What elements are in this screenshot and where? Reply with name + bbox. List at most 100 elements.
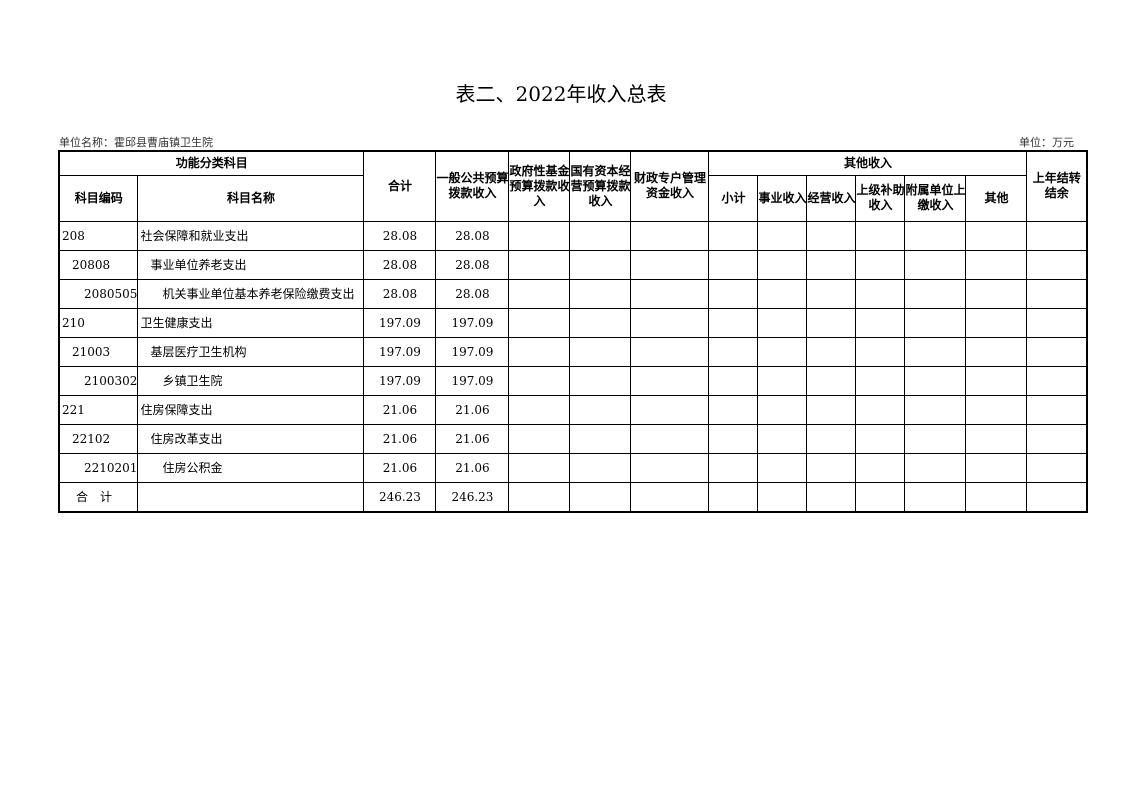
total-cell: 28.08: [363, 220, 437, 251]
empty-cell: [508, 423, 571, 454]
table-row: 221 住房保障支出 21.06 21.06: [58, 394, 1088, 425]
code-cell: 20808: [58, 249, 139, 280]
code-cell: 2080505: [58, 278, 139, 309]
header-affiliated: 附属单位上缴收入: [904, 174, 967, 222]
header-others: 其他: [965, 174, 1028, 222]
code-cell: 208: [58, 220, 139, 251]
empty-cell: [508, 220, 571, 251]
empty-cell: [137, 481, 365, 512]
header-name: 科目名称: [137, 174, 365, 222]
empty-cell: [806, 481, 857, 512]
empty-cell: [1026, 307, 1088, 338]
table-row: 210 卫生健康支出 197.09 197.09: [58, 307, 1088, 338]
sum-row: 合 计 246.23 246.23: [58, 481, 1088, 512]
header-operating: 经营收入: [806, 174, 857, 222]
empty-cell: [630, 220, 710, 251]
empty-cell: [855, 452, 906, 483]
empty-cell: [757, 365, 808, 396]
general-cell: 197.09: [435, 365, 510, 396]
empty-cell: [1026, 220, 1088, 251]
empty-cell: [1026, 481, 1088, 512]
total-cell: 197.09: [363, 307, 437, 338]
code-cell: 210: [58, 307, 139, 338]
total-cell: 197.09: [363, 365, 437, 396]
empty-cell: [904, 249, 967, 280]
empty-cell: [569, 365, 632, 396]
empty-cell: [904, 452, 967, 483]
header-superior: 上级补助收入: [855, 174, 906, 222]
general-cell: 197.09: [435, 336, 510, 367]
table-row: 22102 住房改革支出 21.06 21.06: [58, 423, 1088, 454]
empty-cell: [508, 481, 571, 512]
empty-cell: [965, 394, 1028, 425]
name-cell: 乡镇卫生院: [137, 365, 365, 396]
empty-cell: [965, 481, 1028, 512]
empty-cell: [904, 365, 967, 396]
empty-cell: [904, 278, 967, 309]
empty-cell: [708, 220, 759, 251]
empty-cell: [569, 481, 632, 512]
general-cell: 28.08: [435, 220, 510, 251]
sum-label: 合 计: [58, 481, 139, 512]
empty-cell: [965, 336, 1028, 367]
empty-cell: [806, 423, 857, 454]
empty-cell: [965, 278, 1028, 309]
total-cell: 21.06: [363, 394, 437, 425]
header-gov-fund: 政府性基金预算拨款收入: [508, 150, 571, 222]
empty-cell: [630, 336, 710, 367]
name-cell: 住房改革支出: [137, 423, 365, 454]
empty-cell: [708, 481, 759, 512]
empty-cell: [757, 336, 808, 367]
empty-cell: [855, 336, 906, 367]
empty-cell: [757, 249, 808, 280]
empty-cell: [757, 220, 808, 251]
empty-cell: [757, 307, 808, 338]
empty-cell: [806, 336, 857, 367]
empty-cell: [569, 394, 632, 425]
table-row: 2100302 乡镇卫生院 197.09 197.09: [58, 365, 1088, 396]
empty-cell: [630, 481, 710, 512]
total-cell: 21.06: [363, 423, 437, 454]
empty-cell: [508, 336, 571, 367]
empty-cell: [757, 278, 808, 309]
table-row: 2080505 机关事业单位基本养老保险缴费支出 28.08 28.08: [58, 278, 1088, 309]
unit-label: 单位：万元: [1019, 136, 1074, 149]
empty-cell: [708, 365, 759, 396]
empty-cell: [904, 307, 967, 338]
table-row: 2210201 住房公积金 21.06 21.06: [58, 452, 1088, 483]
general-cell: 28.08: [435, 249, 510, 280]
header-code: 科目编码: [58, 174, 139, 222]
empty-cell: [508, 452, 571, 483]
code-cell: 221: [58, 394, 139, 425]
sum-total: 246.23: [363, 481, 437, 512]
empty-cell: [630, 452, 710, 483]
general-cell: 28.08: [435, 278, 510, 309]
empty-cell: [569, 220, 632, 251]
empty-cell: [708, 423, 759, 454]
table-row: 20808 事业单位养老支出 28.08 28.08: [58, 249, 1088, 280]
empty-cell: [855, 278, 906, 309]
empty-cell: [806, 452, 857, 483]
empty-cell: [508, 249, 571, 280]
header-fiscal-account: 财政专户管理资金收入: [630, 150, 710, 222]
empty-cell: [708, 394, 759, 425]
empty-cell: [904, 220, 967, 251]
general-cell: 197.09: [435, 307, 510, 338]
empty-cell: [965, 220, 1028, 251]
empty-cell: [708, 336, 759, 367]
empty-cell: [855, 481, 906, 512]
empty-cell: [757, 481, 808, 512]
total-cell: 28.08: [363, 278, 437, 309]
general-cell: 21.06: [435, 423, 510, 454]
header-subtotal: 小计: [708, 174, 759, 222]
page-title: 表二、2022年收入总表: [455, 82, 667, 106]
empty-cell: [965, 249, 1028, 280]
name-cell: 住房公积金: [137, 452, 365, 483]
empty-cell: [757, 394, 808, 425]
empty-cell: [855, 307, 906, 338]
total-cell: 21.06: [363, 452, 437, 483]
header-business: 事业收入: [757, 174, 808, 222]
empty-cell: [1026, 452, 1088, 483]
empty-cell: [1026, 336, 1088, 367]
empty-cell: [855, 394, 906, 425]
